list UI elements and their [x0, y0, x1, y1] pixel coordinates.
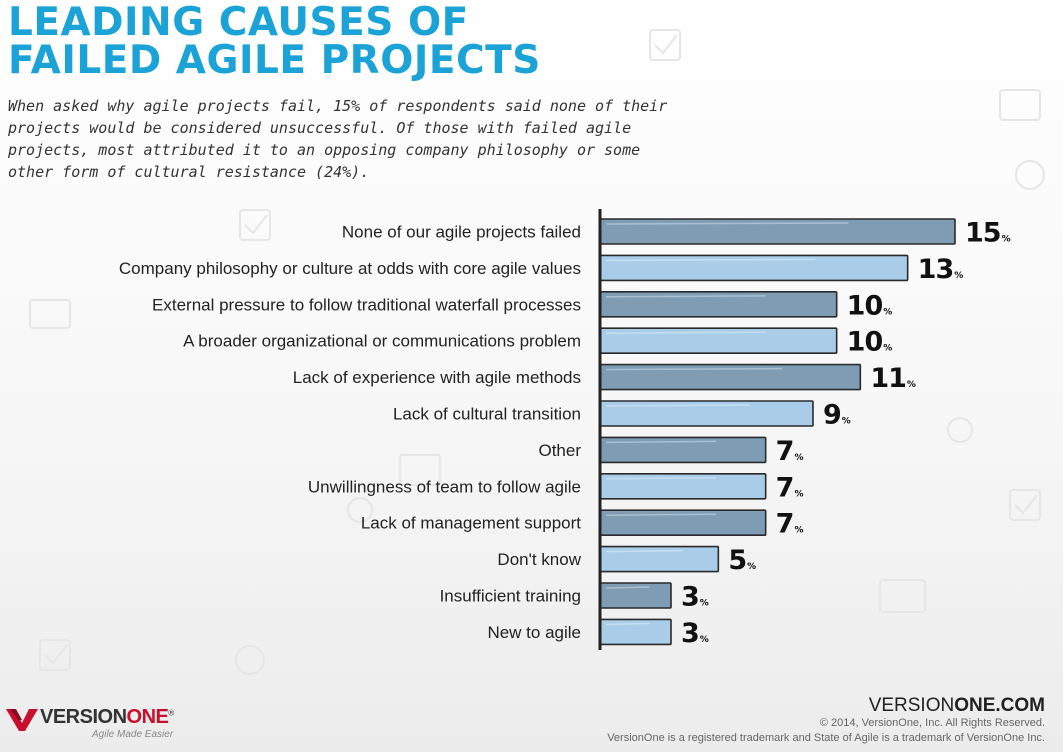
intro-paragraph: When asked why agile projects fail, 15% …	[8, 97, 668, 181]
value-label-5: 9	[823, 400, 841, 431]
category-label-4: Lack of experience with agile methods	[293, 368, 581, 387]
category-label-3: A broader organizational or communicatio…	[183, 332, 581, 351]
title-line-1: LEADING CAUSES OF	[8, 0, 469, 45]
category-label-7: Unwillingness of team to follow agile	[308, 477, 581, 496]
versionone-logo-icon	[6, 709, 38, 731]
bar-highlight-4	[605, 367, 783, 371]
logo-tagline: Agile Made Easier	[92, 729, 174, 740]
value-label-10: 3	[681, 582, 699, 613]
bar-highlight-6	[605, 440, 716, 444]
value-unit-2: %	[883, 307, 892, 317]
value-unit-0: %	[1002, 235, 1011, 245]
value-unit-3: %	[883, 344, 892, 354]
versionone-logo: VERSIONONE® Agile Made Easier	[6, 703, 196, 743]
value-label-6: 7	[776, 436, 794, 467]
bar-highlight-8	[605, 513, 716, 516]
category-label-10: Insufficient training	[440, 587, 581, 606]
footer-url-part1: VERSION	[868, 695, 955, 716]
bar-highlight-10	[605, 586, 650, 589]
bar-highlight-3	[605, 331, 766, 334]
bar-highlight-9	[605, 549, 683, 553]
category-label-1: Company philosophy or culture at odds wi…	[119, 259, 581, 278]
category-label-0: None of our agile projects failed	[342, 223, 581, 242]
category-label-8: Lack of management support	[361, 514, 581, 533]
value-label-0: 15	[965, 218, 1001, 249]
value-unit-9: %	[747, 562, 756, 572]
logo-registered-mark: ®	[168, 708, 174, 718]
value-label-1: 13	[918, 254, 954, 285]
title-line-2: FAILED AGILE PROJECTS	[8, 38, 541, 83]
value-label-4: 11	[870, 363, 906, 394]
value-label-9: 5	[728, 545, 746, 576]
category-label-9: Don't know	[497, 550, 581, 569]
value-label-8: 7	[776, 509, 794, 540]
footer-url-part2: ONE.COM	[954, 695, 1045, 716]
value-unit-4: %	[907, 380, 916, 390]
bar-chart: None of our agile projects failed 15 % Comp…	[119, 209, 1011, 650]
page-title: LEADING CAUSES OF FAILED AGILE PROJECTS	[8, 0, 541, 83]
category-label-5: Lack of cultural transition	[393, 405, 581, 424]
category-label-11: New to agile	[487, 623, 581, 642]
value-unit-10: %	[700, 599, 709, 609]
trademark-text: VersionOne is a registered trademark and…	[607, 732, 1045, 744]
logo-version-text: VERSION	[40, 706, 127, 728]
bar-highlight-2	[605, 295, 766, 298]
value-unit-6: %	[794, 453, 803, 463]
value-unit-7: %	[794, 489, 803, 499]
value-unit-1: %	[954, 271, 963, 281]
value-unit-5: %	[842, 417, 851, 427]
value-label-2: 10	[847, 290, 883, 321]
value-label-3: 10	[847, 327, 883, 358]
copyright-text: © 2014, VersionOne, Inc. All Rights Rese…	[819, 717, 1045, 729]
bar-highlight-1	[605, 258, 816, 262]
category-label-6: Other	[538, 441, 581, 460]
bar-highlight-11	[605, 622, 650, 626]
logo-wordmark: VERSIONONE®	[40, 706, 174, 729]
category-label-2: External pressure to follow traditional …	[152, 295, 581, 314]
value-label-11: 3	[681, 618, 699, 649]
value-unit-11: %	[700, 635, 709, 645]
bar-highlight-5	[605, 404, 750, 407]
value-label-7: 7	[776, 472, 794, 503]
value-unit-8: %	[794, 526, 803, 536]
footer-website[interactable]: VERSIONONE.COM	[869, 695, 1045, 717]
bar-highlight-0	[605, 222, 849, 225]
logo-one-text: ONE	[126, 706, 169, 728]
bar-highlight-7	[605, 477, 716, 480]
footer-legal: © 2014, VersionOne, Inc. All Rights Rese…	[607, 716, 1045, 746]
